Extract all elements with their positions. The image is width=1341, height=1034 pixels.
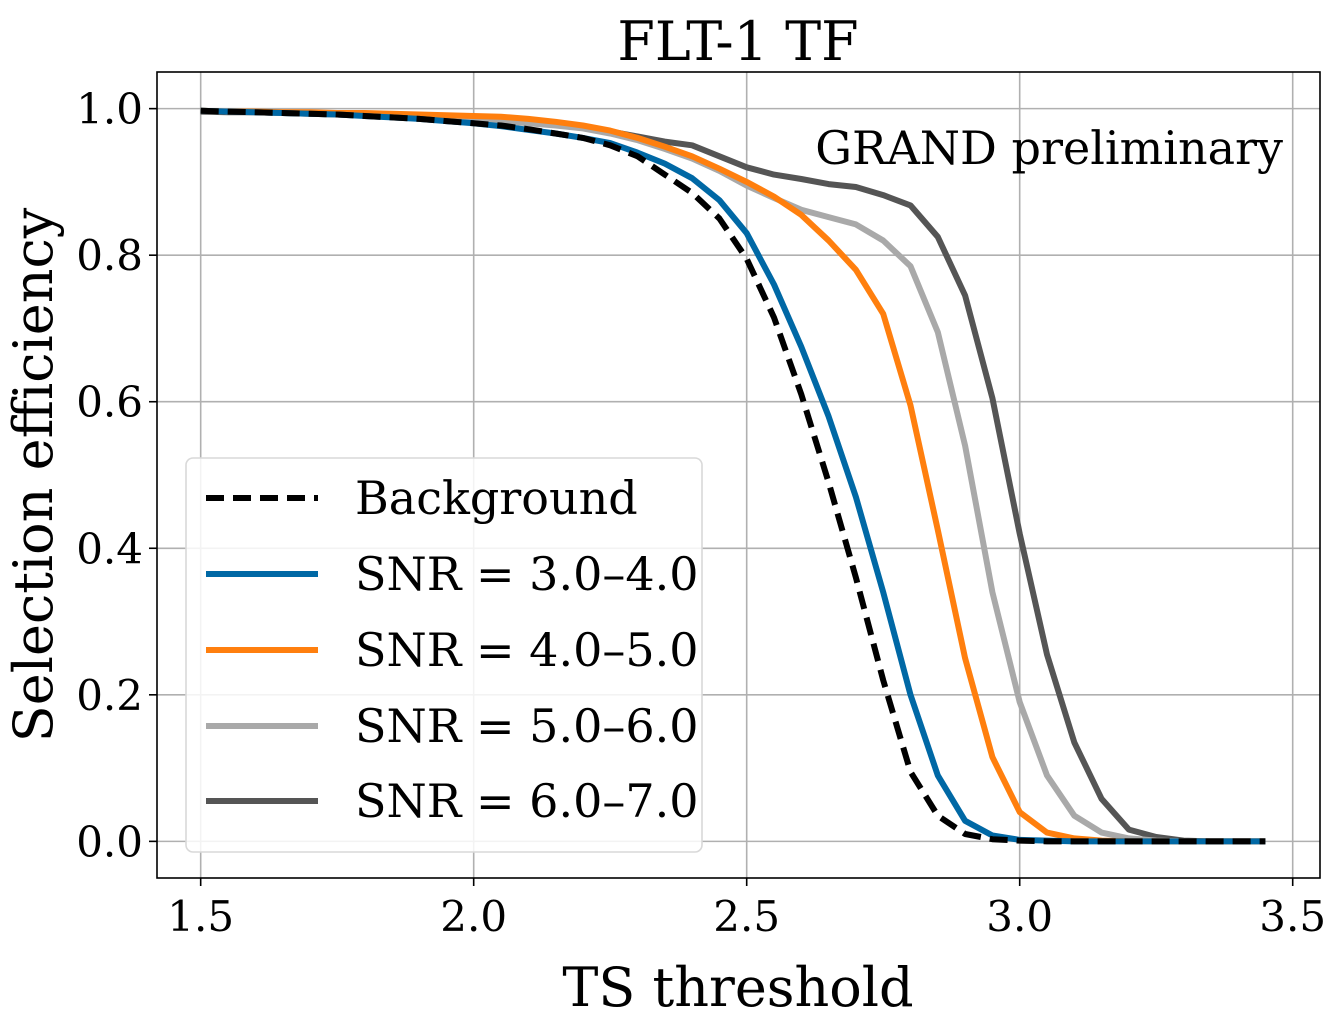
axis-ticks: 1.5 2.0 2.5 3.0 3.5 0.0 0.2 0.4 0.6 0.8 1.0	[76, 85, 1326, 941]
legend-frame	[185, 457, 703, 853]
chart-annotation: GRAND preliminary	[815, 121, 1283, 175]
axes-frame	[156, 71, 1321, 879]
legend-label-4: SNR = 6.0–7.0	[355, 774, 699, 828]
x-tick-label: 3.5	[1259, 892, 1326, 941]
x-tick-label: 3.0	[986, 892, 1053, 941]
legend-label-3: SNR = 5.0–6.0	[355, 699, 699, 753]
series-line-0	[200, 107, 1266, 845]
series-layer	[200, 107, 1266, 845]
legend: Background SNR = 3.0–4.0 SNR = 4.0–5.0 SNR …	[185, 457, 703, 853]
x-axis-label: TS threshold	[562, 956, 913, 1019]
legend-entries: Background SNR = 3.0–4.0 SNR = 4.0–5.0 SNR …	[206, 471, 699, 828]
x-tick-label: 1.5	[167, 892, 234, 941]
x-tick-label: 2.5	[713, 892, 780, 941]
legend-label-1: SNR = 3.0–4.0	[355, 547, 699, 601]
y-tick-label: 0.4	[76, 524, 143, 573]
y-tick-label: 0.0	[76, 817, 143, 866]
y-axis-label: Selection efficiency	[2, 207, 65, 742]
y-tick-label: 0.2	[76, 671, 143, 720]
legend-label-2: SNR = 4.0–5.0	[355, 623, 699, 677]
chart-title: FLT-1 TF	[617, 10, 858, 73]
y-tick-label: 0.6	[76, 378, 143, 427]
y-tick-label: 1.0	[76, 85, 143, 134]
y-tick-label: 0.8	[76, 231, 143, 280]
x-tick-label: 2.0	[440, 892, 507, 941]
legend-label-0: Background	[355, 471, 638, 525]
